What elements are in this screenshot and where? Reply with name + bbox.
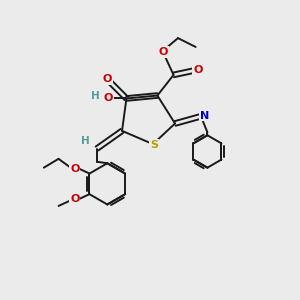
Text: S: S (150, 140, 158, 150)
Text: O: O (70, 194, 80, 204)
Text: O: O (193, 65, 202, 76)
Text: N: N (200, 110, 209, 121)
Text: O: O (70, 164, 80, 174)
Text: H: H (92, 91, 100, 101)
Text: O: O (103, 74, 112, 84)
Text: H: H (81, 136, 90, 146)
Text: O: O (159, 47, 168, 57)
Text: O: O (103, 94, 113, 103)
